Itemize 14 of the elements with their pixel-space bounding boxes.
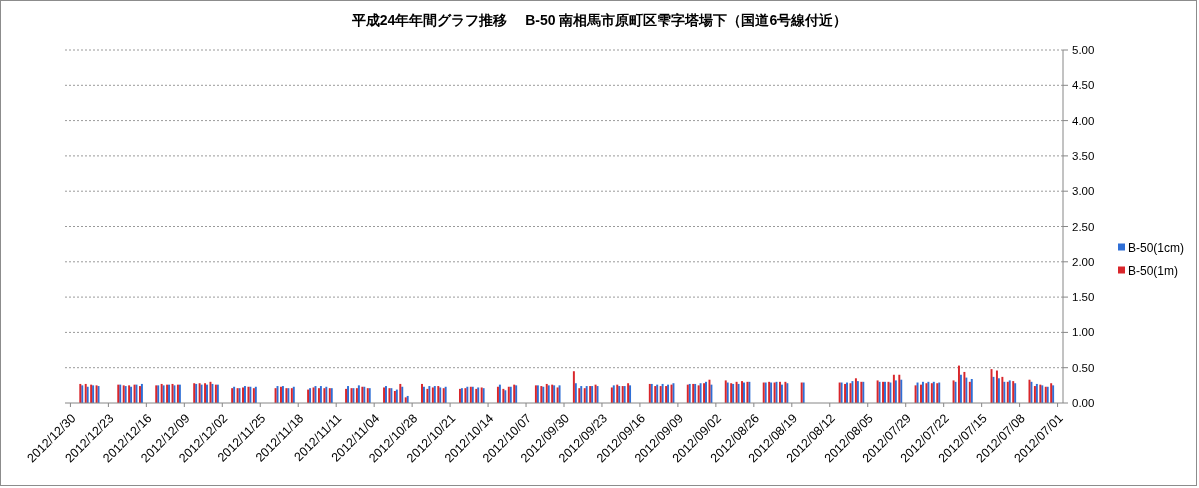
y-tick-label: 2.50 [1072, 220, 1095, 233]
y-tick-label: 3.00 [1072, 185, 1095, 198]
y-tick-label: 0.50 [1072, 361, 1095, 374]
y-tick-label: 2.00 [1072, 255, 1095, 268]
legend-label: B-50(1cm) [1128, 241, 1185, 255]
y-tick-label: 1.50 [1072, 291, 1095, 304]
chart-title: 平成24年年間グラフ推移 B-50 南相馬市原町区雫字塔場下（国道6号線付近） [350, 12, 848, 28]
y-tick-label: 3.50 [1072, 149, 1095, 162]
y-tick-label: 5.00 [1072, 44, 1095, 56]
y-tick-label: 0.00 [1072, 397, 1095, 409]
y-tick-label: 4.00 [1072, 114, 1095, 127]
y-tick-label: 1.00 [1072, 326, 1095, 339]
y-tick-label: 4.50 [1072, 79, 1095, 92]
legend-label: B-50(1m) [1128, 264, 1179, 278]
